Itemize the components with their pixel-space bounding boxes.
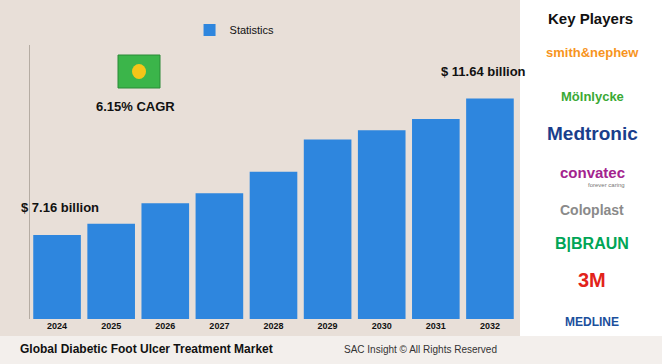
- svg-text:forever caring: forever caring: [588, 182, 625, 188]
- svg-text:2032: 2032: [480, 321, 500, 331]
- svg-text:2025: 2025: [101, 321, 121, 331]
- svg-text:6.15% CAGR: 6.15% CAGR: [96, 99, 175, 114]
- svg-text:$ 7.16 billion: $ 7.16 billion: [21, 200, 99, 215]
- svg-text:Key Players: Key Players: [548, 10, 633, 27]
- svg-text:3M: 3M: [578, 269, 606, 291]
- svg-text:2024: 2024: [47, 321, 67, 331]
- svg-text:convatec: convatec: [560, 164, 625, 181]
- svg-text:smith&nephew: smith&nephew: [546, 45, 639, 60]
- svg-text:Global Diabetic Foot Ulcer Tre: Global Diabetic Foot Ulcer Treatment Mar…: [20, 342, 273, 356]
- svg-text:2027: 2027: [209, 321, 229, 331]
- svg-text:SAC Insight © All Rights Reser: SAC Insight © All Rights Reserved: [344, 344, 497, 355]
- svg-text:Medtronic: Medtronic: [547, 123, 638, 144]
- svg-text:2030: 2030: [372, 321, 392, 331]
- svg-text:MEDLINE: MEDLINE: [565, 315, 619, 329]
- svg-text:2029: 2029: [318, 321, 338, 331]
- svg-text:2031: 2031: [426, 321, 446, 331]
- svg-text:Mölnlycke: Mölnlycke: [561, 89, 624, 104]
- svg-text:Coloplast: Coloplast: [560, 202, 624, 218]
- svg-text:B|BRAUN: B|BRAUN: [555, 235, 629, 252]
- svg-text:2026: 2026: [155, 321, 175, 331]
- svg-text:$ 11.64 billion: $ 11.64 billion: [441, 64, 526, 79]
- svg-text:2028: 2028: [263, 321, 283, 331]
- svg-text:Statistics: Statistics: [230, 24, 275, 36]
